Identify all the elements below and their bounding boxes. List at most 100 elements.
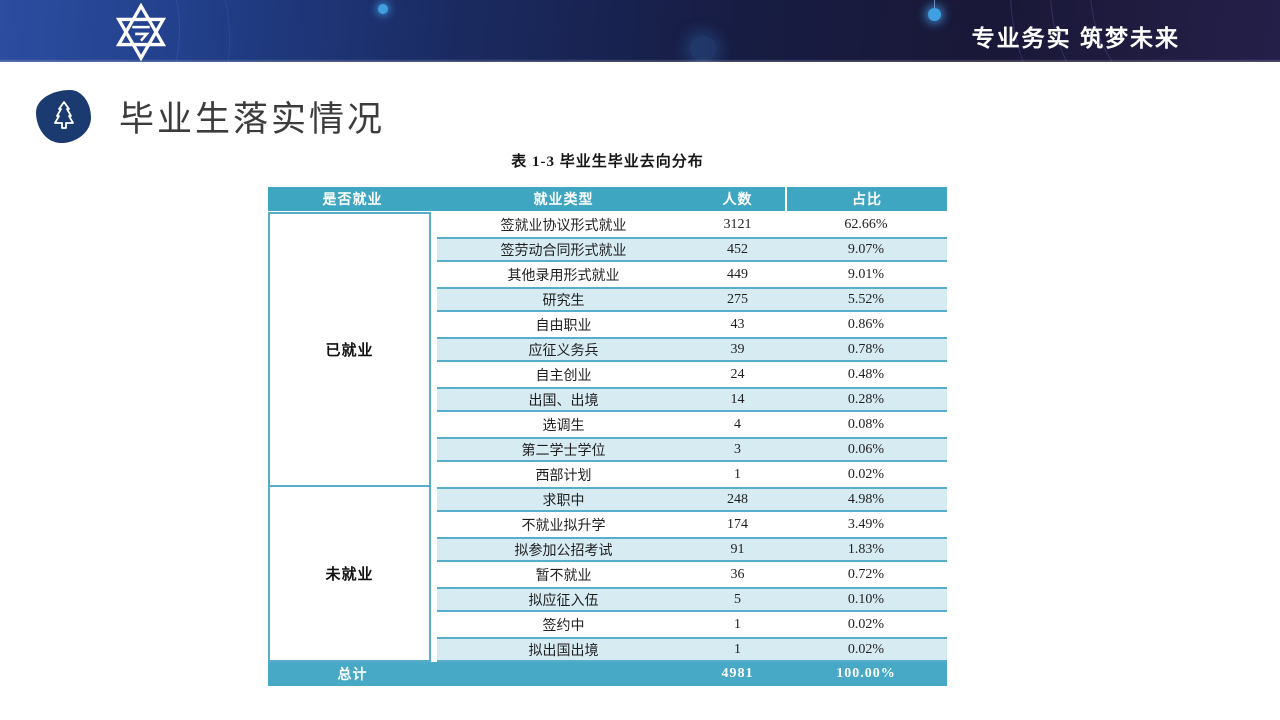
cell-pct: 0.78% xyxy=(847,341,885,357)
cell-count: 248 xyxy=(727,491,748,507)
table-total-row: 总计 4981 100.00% xyxy=(268,662,947,686)
table-row: 其他录用形式就业 449 9.01% xyxy=(437,262,947,287)
table-row: 求职中 248 4.98% xyxy=(437,487,947,512)
cell-count: 24 xyxy=(730,366,745,382)
cell-count: 1 xyxy=(734,616,741,632)
cell-type: 选调生 xyxy=(542,418,585,434)
table-row: 应征义务兵 39 0.78% xyxy=(437,337,947,362)
cell-count: 174 xyxy=(727,516,748,532)
title-badge xyxy=(36,89,91,143)
table-row: 自主创业 24 0.48% xyxy=(437,362,947,387)
cell-pct: 9.01% xyxy=(847,266,885,282)
cell-type: 其他录用形式就业 xyxy=(507,268,620,284)
column-header-percentage: 占比 xyxy=(785,187,947,211)
cell-pct: 3.49% xyxy=(847,516,885,532)
table-row: 暂不就业 36 0.72% xyxy=(437,562,947,587)
cell-type: 签约中 xyxy=(542,618,585,634)
cell-count: 4 xyxy=(734,416,741,432)
cell-type: 拟应征入伍 xyxy=(528,593,599,609)
decorative-arc xyxy=(0,0,230,62)
page-title: 毕业生落实情况 xyxy=(119,99,386,139)
cell-type: 不就业拟升学 xyxy=(521,518,606,534)
university-emblem-icon xyxy=(112,2,170,62)
cell-pct: 0.86% xyxy=(847,316,885,332)
table-row: 自由职业 43 0.86% xyxy=(437,312,947,337)
cell-pct: 0.48% xyxy=(847,366,885,382)
cell-type: 出国、出境 xyxy=(528,393,599,409)
table-header-row: 是否就业 就业类型 人数 占比 xyxy=(268,187,947,211)
table-body-rows: 签就业协议形式就业 3121 62.66% 签劳动合同形式就业 452 9.07% 其他录用… xyxy=(437,212,947,662)
cell-type: 签就业协议形式就业 xyxy=(500,218,627,234)
table-row: 不就业拟升学 174 3.49% xyxy=(437,512,947,537)
table-body: 已就业 未就业 签就业协议形式就业 3121 62.66% 签劳动合同形式就业 452 9.… xyxy=(268,212,947,662)
total-spacer xyxy=(437,662,690,686)
cell-type: 西部计划 xyxy=(535,468,592,484)
cell-count: 91 xyxy=(730,541,745,557)
cell-pct: 0.28% xyxy=(847,391,885,407)
cell-pct: 0.10% xyxy=(847,591,885,607)
decorative-dot xyxy=(928,0,941,21)
table-row: 拟应征入伍 5 0.10% xyxy=(437,587,947,612)
cell-type: 拟参加公招考试 xyxy=(514,543,613,559)
decorative-dot xyxy=(378,4,388,14)
group-cell: 已就业 xyxy=(270,214,429,486)
column-header-count: 人数 xyxy=(722,193,753,208)
section-title-row: 毕业生落实情况 xyxy=(36,88,385,144)
cell-count: 1 xyxy=(734,641,741,657)
cell-count: 452 xyxy=(727,241,748,257)
column-header-employment-type: 就业类型 xyxy=(533,193,594,208)
cell-pct: 0.72% xyxy=(847,566,885,582)
total-count: 4981 xyxy=(721,666,754,681)
table-row: 研究生 275 5.52% xyxy=(437,287,947,312)
cell-type: 自由职业 xyxy=(535,318,592,334)
cell-type: 应征义务兵 xyxy=(528,343,599,359)
cell-pct: 9.07% xyxy=(847,241,885,257)
cell-type: 第二学士学位 xyxy=(521,443,606,459)
cell-count: 275 xyxy=(727,291,748,307)
cell-count: 3 xyxy=(734,441,741,457)
table-group-column: 已就业 未就业 xyxy=(268,212,431,662)
cell-count: 5 xyxy=(734,591,741,607)
cell-count: 14 xyxy=(730,391,745,407)
cell-pct: 5.52% xyxy=(847,291,885,307)
table-row: 签就业协议形式就业 3121 62.66% xyxy=(437,212,947,237)
table-row: 第二学士学位 3 0.06% xyxy=(437,437,947,462)
table-row: 西部计划 1 0.02% xyxy=(437,462,947,487)
table-row: 拟参加公招考试 91 1.83% xyxy=(437,537,947,562)
table-row: 签约中 1 0.02% xyxy=(437,612,947,637)
cell-type: 研究生 xyxy=(542,293,585,309)
total-percentage: 100.00% xyxy=(836,666,896,681)
cell-count: 449 xyxy=(727,266,748,282)
destination-table: 是否就业 就业类型 人数 占比 已就业 未就业 签就业协议形式就业 3121 62.6… xyxy=(268,187,947,686)
cell-count: 39 xyxy=(730,341,745,357)
cell-pct: 0.06% xyxy=(847,441,885,457)
cell-pct: 0.02% xyxy=(847,641,885,657)
cell-type: 签劳动合同形式就业 xyxy=(500,243,627,259)
table-caption: 表 1-3 毕业生毕业去向分布 xyxy=(511,154,704,170)
column-header-employment-status: 是否就业 xyxy=(322,193,383,208)
cell-type: 拟出国出境 xyxy=(528,643,599,659)
cell-count: 3121 xyxy=(723,216,752,232)
cell-type: 自主创业 xyxy=(535,368,592,384)
table-row: 出国、出境 14 0.28% xyxy=(437,387,947,412)
cell-count: 1 xyxy=(734,466,741,482)
total-label: 总计 xyxy=(337,668,368,683)
table-row: 拟出国出境 1 0.02% xyxy=(437,637,947,662)
cell-type: 求职中 xyxy=(542,493,585,509)
cell-pct: 1.83% xyxy=(847,541,885,557)
cell-type: 暂不就业 xyxy=(535,568,592,584)
cell-pct: 0.02% xyxy=(847,466,885,482)
cell-pct: 0.02% xyxy=(847,616,885,632)
cell-count: 43 xyxy=(730,316,745,332)
decorative-glow xyxy=(690,36,716,62)
cell-pct: 4.98% xyxy=(847,491,885,507)
top-banner: 专业务实 筑梦未来 xyxy=(0,0,1280,62)
table-row: 选调生 4 0.08% xyxy=(437,412,947,437)
cell-pct: 62.66% xyxy=(844,216,888,232)
group-cell: 未就业 xyxy=(270,485,429,660)
table-row: 签劳动合同形式就业 452 9.07% xyxy=(437,237,947,262)
cell-count: 36 xyxy=(730,566,745,582)
banner-slogan: 专业务实 筑梦未来 xyxy=(971,25,1180,51)
pine-tree-icon xyxy=(53,101,74,129)
cell-pct: 0.08% xyxy=(847,416,885,432)
